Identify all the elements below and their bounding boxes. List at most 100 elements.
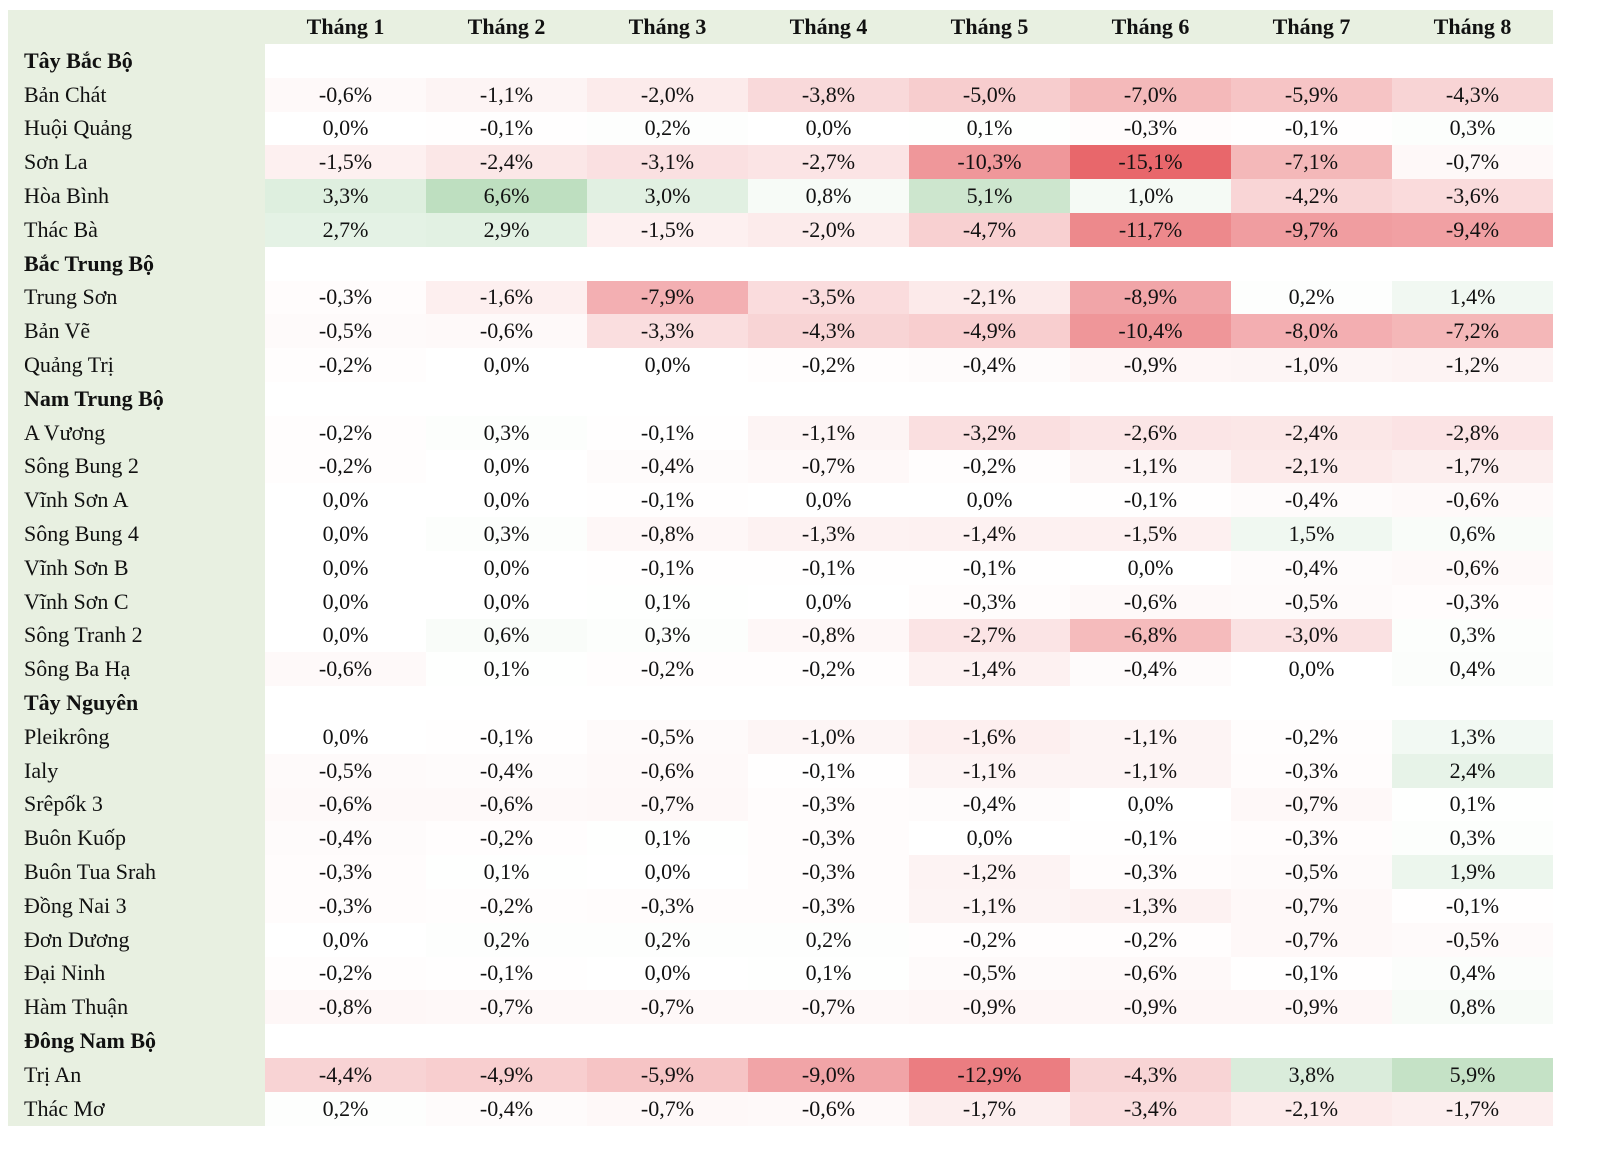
- row-label: Hàm Thuận: [8, 990, 265, 1025]
- heatmap-cell: 0,0%: [587, 855, 748, 889]
- heatmap-cell: -0,7%: [748, 990, 909, 1025]
- heatmap-cell: -0,4%: [1231, 550, 1392, 585]
- heatmap-cell: -0,4%: [426, 753, 587, 788]
- heatmap-cell: -2,7%: [909, 618, 1070, 653]
- group-empty-cell: [265, 382, 426, 416]
- heatmap-cell: -0,7%: [587, 990, 748, 1025]
- row-label: Ialy: [8, 753, 265, 788]
- heatmap-cell: -1,0%: [1231, 348, 1392, 382]
- heatmap-cell: -0,3%: [1231, 753, 1392, 788]
- heatmap-cell: -1,2%: [1392, 348, 1553, 382]
- heatmap-cell: -0,1%: [587, 415, 748, 450]
- heatmap-cell: -0,6%: [748, 1091, 909, 1126]
- heatmap-cell: -0,3%: [748, 787, 909, 822]
- heatmap-cell: -8,0%: [1231, 314, 1392, 349]
- header-row: Tháng 1 Tháng 2 Tháng 3 Tháng 4 Tháng 5 …: [8, 10, 1553, 44]
- heatmap-cell: -0,3%: [1392, 584, 1553, 619]
- table-row: Sông Bung 4 0,0% 0,3% -0,8% -1,3% -1,4% -1,5% 1…: [8, 517, 1553, 551]
- heatmap-cell: -1,5%: [265, 145, 426, 180]
- heatmap-cell: -9,4%: [1392, 212, 1553, 247]
- heatmap-cell: 0,4%: [1392, 956, 1553, 991]
- heatmap-cell: -0,7%: [587, 787, 748, 822]
- heatmap-cell: -9,7%: [1231, 212, 1392, 247]
- heatmap-cell: 0,2%: [748, 922, 909, 957]
- heatmap-cell: 1,3%: [1392, 719, 1553, 754]
- heatmap-cell: -0,7%: [1231, 922, 1392, 957]
- heatmap-cell: -2,1%: [1231, 449, 1392, 484]
- heatmap-cell: 1,4%: [1392, 280, 1553, 315]
- group-empty-cell: [1231, 247, 1392, 281]
- heatmap-cell: 0,0%: [426, 584, 587, 619]
- column-header: Tháng 8: [1392, 10, 1553, 44]
- heatmap-cell: -4,3%: [1070, 1057, 1231, 1092]
- heatmap-cell: -0,1%: [1070, 821, 1231, 856]
- heatmap-cell: 0,0%: [1231, 652, 1392, 687]
- group-label: Tây Nguyên: [8, 686, 265, 720]
- heatmap-cell: -1,7%: [1392, 449, 1553, 484]
- heatmap-cell: -0,5%: [265, 314, 426, 349]
- group-label: Đông Nam Bộ: [8, 1024, 265, 1058]
- heatmap-cell: -0,4%: [265, 821, 426, 856]
- heatmap-cell: -2,1%: [909, 280, 1070, 315]
- heatmap-cell: 0,1%: [748, 956, 909, 991]
- heatmap-cell: -0,2%: [265, 449, 426, 484]
- heatmap-cell: 0,2%: [587, 111, 748, 146]
- heatmap-cell: -0,6%: [265, 77, 426, 112]
- table-row: Vĩnh Sơn A 0,0% 0,0% -0,1% 0,0% 0,0% -0,1% -0,4…: [8, 483, 1553, 518]
- column-header: Tháng 5: [909, 10, 1070, 44]
- heatmap-cell: 0,0%: [748, 483, 909, 518]
- heatmap-cell: -1,7%: [909, 1091, 1070, 1126]
- group-empty-cell: [748, 247, 909, 281]
- heatmap-cell: 0,1%: [587, 584, 748, 619]
- group-empty-cell: [748, 382, 909, 416]
- heatmap-cell: 3,0%: [587, 179, 748, 213]
- heatmap-cell: -0,2%: [426, 888, 587, 923]
- heatmap-cell: -0,6%: [1070, 584, 1231, 619]
- group-empty-cell: [426, 1024, 587, 1058]
- row-label: Buôn Kuốp: [8, 821, 265, 856]
- group-empty-cell: [1392, 382, 1553, 416]
- heatmap-cell: -0,5%: [909, 956, 1070, 991]
- heatmap-cell: 0,0%: [1070, 787, 1231, 822]
- group-empty-cell: [1070, 247, 1231, 281]
- heatmap-cell: -0,3%: [265, 280, 426, 315]
- row-label: Sông Bung 4: [8, 517, 265, 551]
- heatmap-cell: -0,3%: [587, 888, 748, 923]
- group-empty-cell: [1392, 247, 1553, 281]
- group-empty-cell: [909, 247, 1070, 281]
- group-empty-cell: [587, 686, 748, 720]
- heatmap-cell: -0,2%: [265, 956, 426, 991]
- table-row: Sông Tranh 2 0,0% 0,6% 0,3% -0,8% -2,7% -6,8% -…: [8, 618, 1553, 653]
- heatmap-cell: -0,3%: [1231, 821, 1392, 856]
- heatmap-cell: -0,7%: [426, 990, 587, 1025]
- row-label: Đồng Nai 3: [8, 888, 265, 923]
- heatmap-cell: -0,9%: [1070, 348, 1231, 382]
- heatmap-cell: -0,3%: [265, 888, 426, 923]
- heatmap-cell: -10,3%: [909, 145, 1070, 180]
- heatmap-cell: -7,1%: [1231, 145, 1392, 180]
- row-label: Vĩnh Sơn A: [8, 483, 265, 518]
- row-label: Thác Mơ: [8, 1091, 265, 1126]
- heatmap-cell: -0,2%: [265, 415, 426, 450]
- heatmap-cell: -0,7%: [1392, 145, 1553, 180]
- heatmap-cell: -0,5%: [265, 753, 426, 788]
- heatmap-cell: -2,8%: [1392, 415, 1553, 450]
- heatmap-cell: -0,1%: [587, 483, 748, 518]
- heatmap-cell: -2,6%: [1070, 415, 1231, 450]
- heatmap-cell: 0,0%: [265, 111, 426, 146]
- heatmap-cell: -0,2%: [748, 652, 909, 687]
- heatmap-cell: 0,0%: [265, 517, 426, 551]
- heatmap-cell: -0,6%: [426, 314, 587, 349]
- heatmap-cell: -2,0%: [587, 77, 748, 112]
- row-label: Bản Chát: [8, 77, 265, 112]
- heatmap-cell: -3,8%: [748, 77, 909, 112]
- heatmap-cell: -1,1%: [1070, 449, 1231, 484]
- heatmap-cell: -0,9%: [1231, 990, 1392, 1025]
- group-row: Bắc Trung Bộ: [8, 246, 1553, 281]
- heatmap-cell: 0,6%: [1392, 517, 1553, 551]
- heatmap-cell: -3,0%: [1231, 618, 1392, 653]
- heatmap-cell: -0,2%: [909, 449, 1070, 484]
- heatmap-cell: -2,4%: [426, 145, 587, 180]
- heatmap-cell: -0,5%: [1392, 922, 1553, 957]
- group-row: Nam Trung Bộ: [8, 381, 1553, 416]
